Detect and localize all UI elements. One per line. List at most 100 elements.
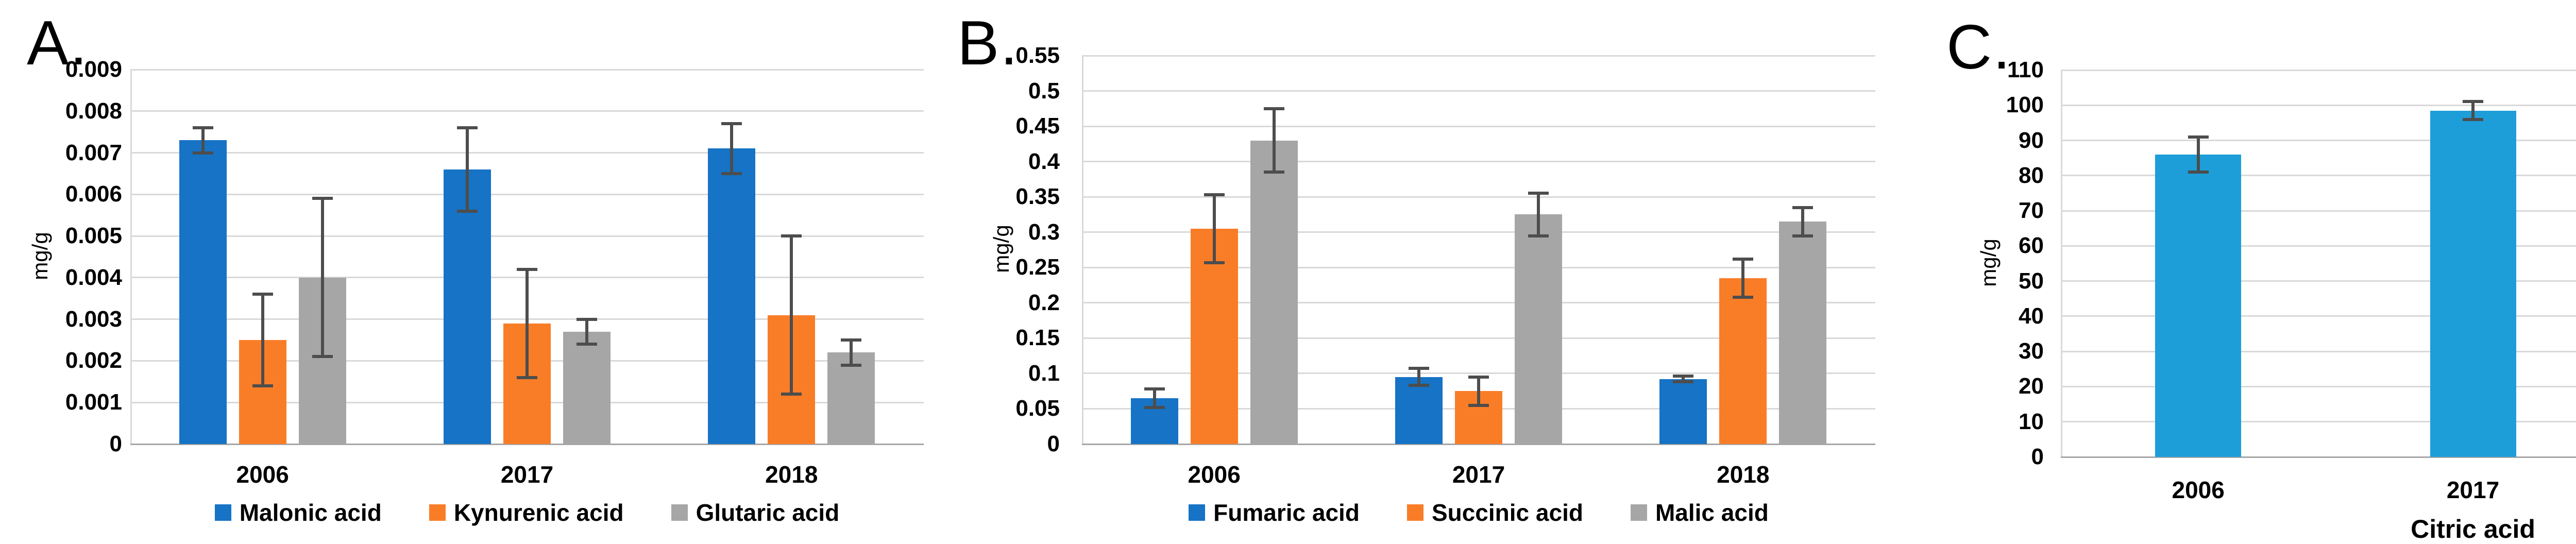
panel-c-ytick: 40 [2019, 303, 2044, 329]
panel-b-ytick: 0.4 [1028, 148, 1060, 174]
panel-a-ytick: 0.009 [65, 57, 122, 82]
panel-b-error-bar-cap [1409, 384, 1429, 387]
panel-a-legend-label: Glutaric acid [696, 499, 840, 526]
panel-b-error-bar-cap [1144, 405, 1165, 409]
panel-b-ytick: 0.15 [1015, 325, 1060, 351]
panel-c-gridline [2061, 175, 2576, 177]
panel-b-ytick: 0.45 [1015, 113, 1060, 139]
panel-a-error-bar-cap [781, 234, 802, 238]
panel-b-ytick: 0.3 [1028, 219, 1060, 245]
panel-b-error-bar-cap [1144, 387, 1165, 391]
panel-a-error-bar-cap [312, 355, 333, 359]
panel-a-legend-swatch [214, 504, 231, 521]
panel-a-error-bar [320, 198, 324, 357]
panel-c-y-axis-line [2061, 70, 2062, 457]
panel-a-ytick: 0.006 [65, 181, 122, 207]
panel-c-ytick: 100 [2006, 92, 2044, 118]
panel-b-error-bar-cap [1263, 171, 1284, 174]
panel-a-ytick: 0.004 [65, 264, 122, 290]
panel-a-bar-glutaric-acid-2017 [563, 331, 611, 444]
panel-a-legend: Malonic acid Kynurenic acid Glutaric acid [130, 501, 924, 524]
panel-a-ytick: 0.002 [65, 348, 122, 373]
panel-c-x-axis-line [2061, 456, 2576, 458]
panel-b-xtick-2017: 2017 [1452, 461, 1505, 488]
panel-c-gridline [2061, 385, 2576, 387]
panel-b-error-bar-cap [1792, 234, 1814, 237]
panel-c-ytick: 50 [2019, 268, 2044, 294]
panel-c-gridline [2061, 350, 2576, 352]
panel-c-error-bar-cap [2463, 100, 2483, 104]
panel-c-gridline [2061, 104, 2576, 106]
panel-b-gridline [1082, 231, 1875, 233]
panel-c-error-bar-cap [2463, 117, 2483, 121]
panel-b-error-bar-cap [1528, 192, 1549, 195]
panel-a-error-bar-cap [252, 293, 273, 296]
panel-c-gridline [2061, 315, 2576, 317]
panel-b-legend-label: Malic acid [1655, 499, 1769, 526]
panel-a-error-bar-cap [312, 197, 333, 200]
panel-b-legend: Fumaric acid Succinic acid Malic acid [1082, 501, 1875, 524]
panel-a-error-bar-cap [841, 363, 862, 367]
panel-a-label: A. [27, 8, 89, 78]
panel-b-error-bar [1801, 207, 1805, 236]
panel-b-error-bar [1212, 195, 1216, 263]
panel-b-ytick: 0.05 [1015, 396, 1060, 421]
panel-c-ytick: 0 [2031, 444, 2044, 469]
panel-a-error-bar-cap [192, 126, 213, 130]
panel-c-bar-citric-acid-2006 [2155, 154, 2242, 457]
panel-b-gridline [1082, 55, 1875, 57]
panel-b-error-bar-cap [1468, 375, 1489, 379]
panel-a-legend-swatch [671, 504, 688, 521]
panel-a-y-axis-line [130, 70, 132, 444]
panel-a-ytick: 0.008 [65, 98, 122, 124]
panel-a-ytick: 0 [109, 431, 122, 456]
panel-b-gridline [1082, 337, 1875, 339]
panel-a-error-bar [261, 294, 264, 386]
panel-c-ytick: 60 [2019, 233, 2044, 259]
panel-b-legend-swatch [1189, 504, 1206, 521]
panel-a-error-bar-cap [192, 151, 213, 155]
panel-c-error-bar-cap [2188, 135, 2209, 139]
panel-b-error-bar-cap [1409, 367, 1429, 370]
panel-a-gridline [130, 110, 924, 112]
panel-a-gridline [130, 235, 924, 237]
panel-c-ytick: 80 [2019, 162, 2044, 188]
panel-a-error-bar-cap [517, 376, 537, 379]
panel-c-gridline [2061, 280, 2576, 282]
panel-b-error-bar-cap [1204, 261, 1225, 264]
panel-a-error-bar [526, 269, 529, 378]
panel-b-ytick: 0.2 [1028, 290, 1060, 315]
panel-a-xtick-2018: 2018 [765, 461, 818, 488]
panel-b-bar-malic-acid-2006 [1250, 140, 1298, 444]
panel-a-legend-item: Malonic acid [214, 499, 382, 526]
panel-a-error-bar-cap [252, 384, 273, 387]
panel-b-error-bar-cap [1468, 403, 1489, 407]
panel-c-gridline [2061, 210, 2576, 212]
panel-a-bar-malonic-acid-2017 [444, 169, 491, 444]
panel-c-error-bar-cap [2188, 170, 2209, 174]
panel-b-y-axis-line [1082, 56, 1083, 444]
panel-a-error-bar-cap [577, 343, 597, 346]
panel-b-error-bar-cap [1792, 206, 1814, 209]
panel-b-legend-item: Succinic acid [1406, 499, 1583, 526]
panel-b-xtick-2018: 2018 [1717, 461, 1770, 488]
panel-b-error-bar-cap [1733, 257, 1754, 261]
panel-b-legend-swatch [1630, 504, 1647, 521]
panel-b-ytick: 0.1 [1028, 360, 1060, 386]
panel-a-ytick: 0.007 [65, 140, 122, 165]
panel-a-gridline [130, 152, 924, 154]
panel-c-ytick: 10 [2019, 409, 2044, 434]
panel-a-bar-glutaric-acid-2018 [827, 352, 875, 444]
panel-b-label: B. [957, 8, 1019, 78]
panel-a-xtick-2006: 2006 [236, 461, 289, 488]
panel-a-gridline [130, 193, 924, 195]
panel-c-error-bar [2196, 137, 2200, 172]
panel-a-legend-label: Kynurenic acid [453, 499, 624, 526]
panel-a-legend-label: Malonic acid [239, 499, 382, 526]
panel-c-gridline [2061, 140, 2576, 142]
panel-c-ytick: 20 [2019, 373, 2044, 399]
panel-b-bar-succinic-acid-2018 [1719, 278, 1767, 444]
panel-b-legend-label: Succinic acid [1431, 499, 1583, 526]
panel-a-ytick: 0.005 [65, 223, 122, 249]
